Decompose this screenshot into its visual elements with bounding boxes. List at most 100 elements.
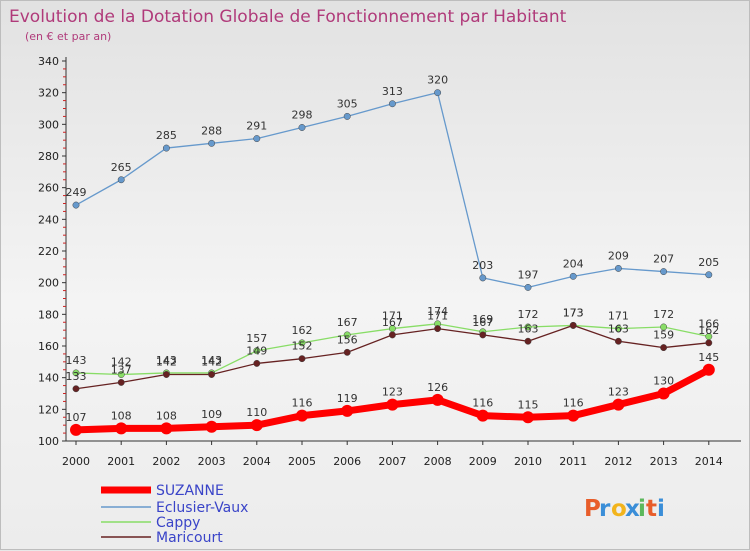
data-point: [569, 321, 577, 329]
data-point: [476, 409, 489, 422]
data-point: [162, 371, 170, 378]
data-point: [612, 398, 625, 411]
x-tick-label: 2012: [604, 455, 632, 468]
y-tick-label: 280: [38, 150, 59, 163]
data-label: 291: [246, 120, 267, 133]
data-label: 174: [427, 305, 448, 318]
legend-label: Eclusier-Vaux: [156, 500, 248, 516]
logo-letter: i: [657, 496, 665, 522]
data-point: [208, 139, 216, 147]
data-point: [117, 378, 125, 386]
legend-label: SUZANNE: [156, 483, 224, 499]
data-label: 142: [201, 356, 222, 369]
data-label: 197: [518, 268, 539, 281]
data-label: 156: [337, 333, 358, 346]
data-label: 167: [337, 316, 358, 329]
legend-label: Cappy: [156, 515, 200, 531]
y-tick-label: 180: [38, 308, 59, 321]
data-point: [205, 420, 218, 433]
x-tick-label: 2000: [62, 455, 90, 468]
x-tick-label: 2002: [152, 455, 180, 468]
data-point: [72, 385, 80, 393]
data-label: 126: [427, 381, 448, 394]
data-label: 123: [382, 386, 403, 399]
data-label: 162: [292, 324, 313, 337]
data-label: 171: [382, 310, 403, 323]
data-label: 137: [111, 363, 132, 376]
data-label: 320: [427, 74, 448, 87]
x-tick-label: 2004: [243, 455, 271, 468]
data-label: 116: [472, 397, 493, 410]
data-label: 130: [653, 375, 674, 388]
data-label: 142: [111, 356, 132, 369]
data-label: 298: [292, 109, 313, 122]
data-point: [250, 419, 263, 432]
data-point: [343, 348, 351, 356]
data-point: [660, 323, 668, 331]
data-label: 123: [608, 386, 629, 399]
data-label: 171: [608, 310, 629, 323]
x-tick-label: 2008: [424, 455, 452, 468]
data-label: 173: [563, 306, 584, 319]
data-point: [72, 201, 80, 209]
data-label: 249: [66, 186, 87, 199]
logo-letter: t: [646, 496, 657, 522]
data-label: 108: [156, 409, 177, 422]
data-label: 109: [201, 408, 222, 421]
data-point: [705, 339, 713, 347]
data-label: 173: [563, 306, 584, 319]
data-label: 288: [201, 124, 222, 137]
data-label: 142: [156, 356, 177, 369]
data-label: 265: [111, 161, 132, 174]
data-label: 163: [608, 322, 629, 335]
data-label: 149: [246, 344, 267, 357]
x-tick-label: 2007: [378, 455, 406, 468]
data-point: [705, 271, 713, 279]
data-point: [115, 422, 128, 435]
logo-letter: i: [638, 496, 646, 522]
data-label: 145: [698, 351, 719, 364]
x-tick-label: 2011: [559, 455, 587, 468]
data-label: 143: [156, 354, 177, 367]
data-label: 203: [472, 259, 493, 272]
data-label: 108: [111, 409, 132, 422]
data-label: 204: [563, 257, 584, 270]
y-tick-label: 260: [38, 182, 59, 195]
data-label: 157: [246, 332, 267, 345]
legend-item: Maricourt: [101, 530, 223, 546]
data-point: [117, 176, 125, 184]
data-point: [298, 355, 306, 363]
data-point: [70, 423, 82, 436]
data-point: [702, 363, 715, 376]
legend-item: Cappy: [101, 515, 200, 531]
data-point: [434, 325, 442, 333]
data-label: 207: [653, 253, 674, 266]
x-tick-label: 2005: [288, 455, 316, 468]
data-point: [614, 337, 622, 345]
chart-title: Evolution de la Dotation Globale de Fonc…: [9, 7, 567, 27]
x-tick-label: 2010: [514, 455, 542, 468]
series-eclusier-vaux: 249 265 285 288 291 298 305 313 320 203 197 204 209 2…: [66, 74, 719, 291]
data-label: 115: [518, 398, 539, 411]
data-label: 169: [472, 313, 493, 326]
logo-letter: P: [584, 496, 601, 522]
data-point: [253, 347, 261, 355]
data-point: [614, 325, 622, 333]
y-tick-label: 200: [38, 277, 59, 290]
axes: 100 120 140 160 180 200 220 240 260 280 300 320 340 2…: [38, 55, 741, 468]
data-point: [388, 331, 396, 339]
y-tick-label: 300: [38, 118, 59, 131]
data-label: 152: [292, 340, 313, 353]
data-label: 167: [382, 316, 403, 329]
data-label: 133: [66, 370, 87, 383]
logo-letter: r: [599, 496, 611, 522]
y-tick-label: 240: [38, 213, 59, 226]
data-point: [208, 371, 216, 378]
logo-letter: o: [611, 496, 627, 522]
data-label: 116: [563, 397, 584, 410]
y-tick-label: 100: [38, 435, 59, 448]
data-label: 305: [337, 97, 358, 110]
x-tick-label: 2014: [695, 455, 723, 468]
data-point: [298, 339, 306, 347]
